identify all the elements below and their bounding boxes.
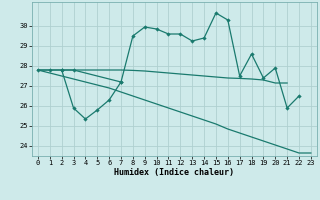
X-axis label: Humidex (Indice chaleur): Humidex (Indice chaleur) bbox=[115, 168, 234, 177]
